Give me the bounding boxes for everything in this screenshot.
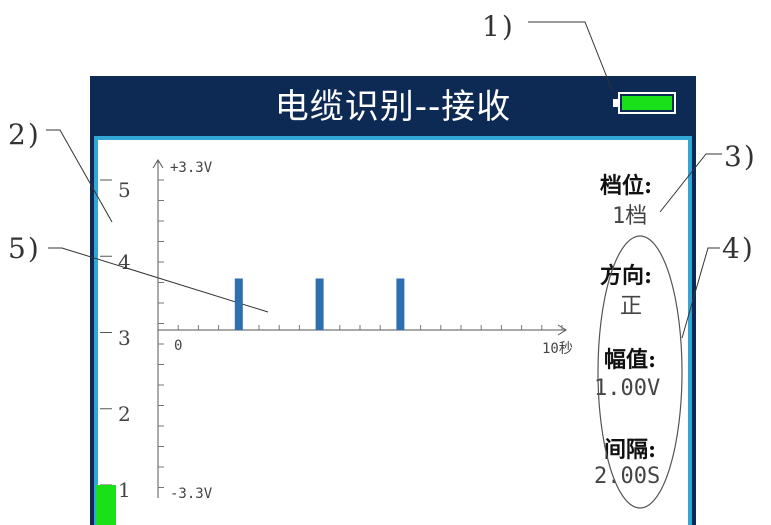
callout-3: 3): [724, 140, 757, 173]
leader-line-2: [46, 129, 113, 223]
window-title: 电缆识别--接收: [274, 87, 512, 127]
gear-label: 档位:: [600, 173, 653, 199]
chart-bar: [234, 278, 243, 330]
direction-value: 正: [620, 294, 643, 319]
chart-bar: [396, 278, 405, 330]
leader-line-1: [528, 21, 613, 91]
chart-bar: [315, 278, 324, 330]
callout-1: 1): [482, 10, 515, 43]
value-panel-ellipse: [597, 235, 683, 509]
interval-label: 间隔:: [604, 437, 657, 463]
battery-icon: [613, 92, 676, 114]
chart-bars: [234, 278, 405, 330]
leader-line-4: [681, 247, 720, 339]
scale-label-3: 3: [118, 326, 131, 350]
y-top-label: +3.3V: [170, 160, 213, 176]
leader-line-5: [48, 247, 269, 313]
signal-scale-ticks: [100, 179, 112, 486]
y-bottom-label: -3.3V: [170, 486, 213, 502]
x-origin-label: 0: [174, 338, 183, 354]
title-bar: 电缆识别--接收: [90, 76, 696, 131]
chart-axes: [152, 159, 567, 498]
direction-label: 方向:: [600, 263, 653, 289]
scale-label-5: 5: [118, 178, 131, 202]
signal-level-bar: [96, 485, 116, 525]
amplitude-label: 幅值:: [604, 347, 657, 373]
battery-level-fill: [622, 96, 672, 110]
x-axis-arrow: [557, 324, 567, 336]
y-axis-arrow: [152, 159, 164, 169]
interval-value: 2.00S: [594, 464, 661, 489]
leader-line-3: [659, 153, 722, 213]
scale-label-2: 2: [118, 402, 131, 426]
x-end-label: 10秒: [542, 341, 573, 357]
callout-4: 4): [722, 232, 755, 265]
scale-label-1: 1: [118, 478, 131, 502]
gear-value: 1档: [612, 204, 648, 229]
callout-5: 5): [8, 232, 41, 265]
callout-2: 2): [8, 118, 41, 151]
amplitude-value: 1.00V: [594, 376, 661, 401]
